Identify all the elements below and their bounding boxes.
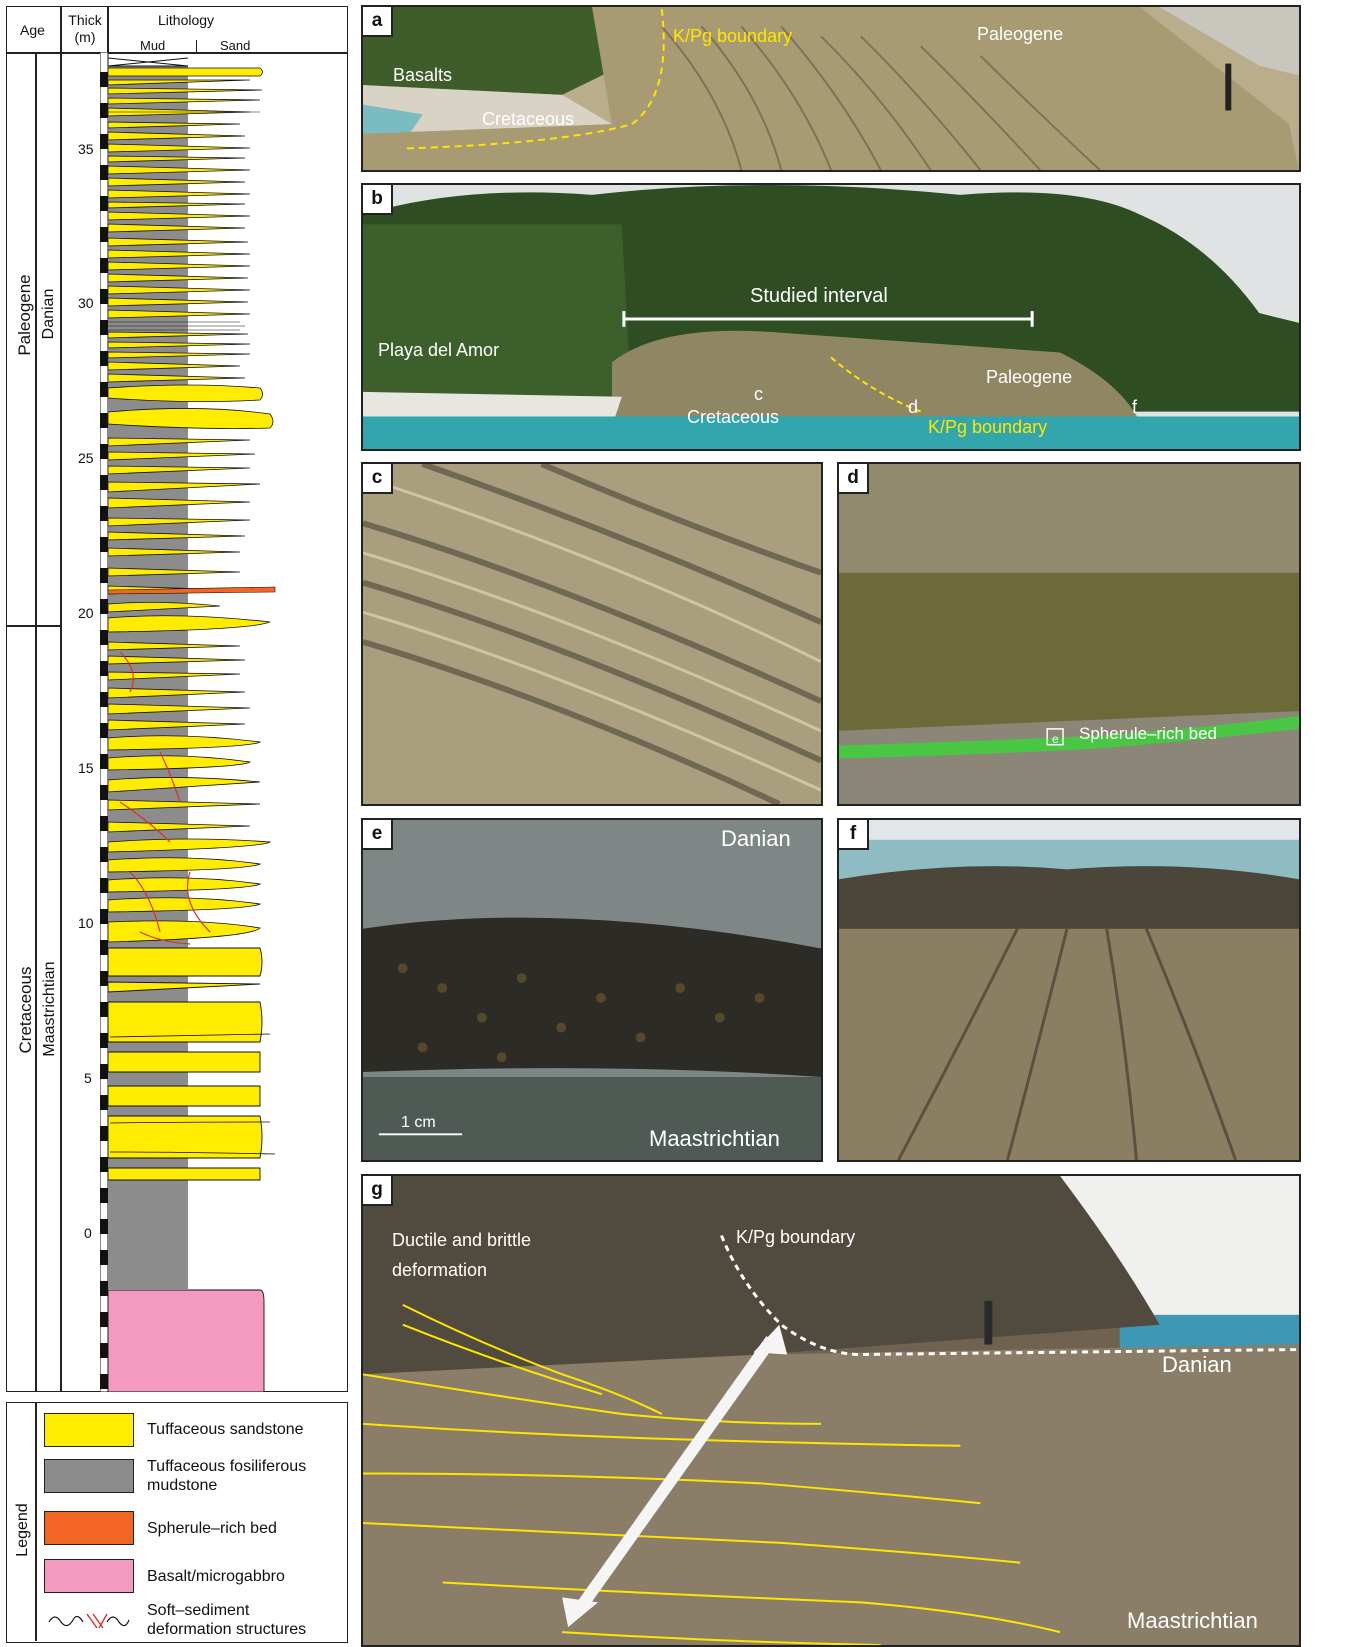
panel-g-ductile-line2: deformation (392, 1260, 488, 1280)
panel-a-basalts: Basalts (393, 65, 453, 85)
legend-box: Legend Tuffaceous sandstone Tuffaceous f… (6, 1402, 348, 1643)
legend-label-deformation: Soft–sediment deformation structures (147, 1602, 307, 1638)
panel-g-kpg: K/Pg boundary (736, 1227, 856, 1247)
basalt-log (107, 1289, 265, 1392)
panel-g-label: g (363, 1176, 393, 1206)
panel-c-photo (363, 464, 821, 804)
tick-15: 15 (78, 760, 94, 776)
panel-e: e Danian Maastrichtian 1 cm (361, 818, 823, 1162)
tick-0: 0 (84, 1225, 92, 1241)
mud-sand-divider (196, 40, 197, 52)
panel-a: a K/Pg boundary Paleogene Basalts Cretac… (361, 5, 1301, 172)
scale-bar (100, 52, 109, 1392)
panel-d-label: d (839, 464, 869, 494)
panel-g-ductile-line1: Ductile and brittle (392, 1230, 532, 1250)
panel-b: b Studied interval Playa del Amor Paleog… (361, 183, 1301, 451)
panel-g-photo (363, 1176, 1299, 1645)
spherule-bed-log (107, 586, 276, 595)
tick-30: 30 (78, 295, 94, 311)
panel-b-f: f (1132, 397, 1138, 417)
panel-b-paleogene: Paleogene (986, 367, 1073, 387)
tick-20: 20 (78, 605, 94, 621)
panel-g-maastrichtian: Maastrichtian (1127, 1608, 1258, 1633)
legend-title: Legend (14, 1503, 31, 1557)
panel-b-d: d (908, 397, 919, 417)
panel-f: f (837, 818, 1301, 1162)
panel-b-cretaceous: Cretaceous (687, 407, 780, 427)
stage-maastrichtian: Maastrichtian (41, 961, 58, 1057)
legend-swatch-spherule (44, 1511, 134, 1545)
panel-d-e: e (1052, 732, 1059, 746)
panel-a-photo (363, 7, 1299, 170)
header-divider (6, 52, 348, 54)
tick-25: 25 (78, 450, 94, 466)
age-boundary-line (6, 625, 61, 627)
panel-a-label: a (363, 7, 393, 37)
header-thick: Thick (m) (68, 12, 102, 45)
panel-e-danian: Danian (721, 826, 791, 851)
panel-b-kpg: K/Pg boundary (928, 417, 1048, 437)
legend-label-sandstone: Tuffaceous sandstone (147, 1421, 304, 1438)
panel-d: d e Spherule–rich bed (837, 462, 1301, 806)
panel-a-cretaceous: Cretaceous (482, 109, 575, 129)
legend-divider (35, 1403, 37, 1641)
lithology-log (100, 52, 276, 1392)
tick-5: 5 (84, 1070, 92, 1086)
panel-g-danian: Danian (1162, 1352, 1232, 1377)
panel-d-photo (839, 464, 1299, 804)
panel-g: g K/Pg boundary Ductile and brittle defo… (361, 1174, 1301, 1647)
legend-swatch-mudstone (44, 1459, 134, 1493)
thick-col-divider (107, 6, 109, 52)
legend-label-mudstone: Tuffaceous fosiliferous mudstone (147, 1458, 307, 1494)
header-lithology: Lithology (158, 12, 215, 28)
legend-swatch-sandstone (44, 1413, 134, 1447)
tick-10: 10 (78, 915, 94, 931)
panel-e-scale: 1 cm (401, 1114, 436, 1131)
panel-e-photo (363, 820, 821, 1160)
stage-danian: Danian (40, 288, 57, 340)
tick-35: 35 (78, 141, 94, 157)
legend-label-spherule: Spherule–rich bed (147, 1520, 277, 1537)
era-paleogene: Paleogene (15, 274, 34, 356)
panel-a-paleogene: Paleogene (977, 24, 1064, 44)
panel-c: c (361, 462, 823, 806)
panel-b-studied: Studied interval (750, 285, 888, 307)
era-cretaceous: Cretaceous (16, 966, 35, 1054)
panel-e-maastrichtian: Maastrichtian (649, 1126, 780, 1151)
legend-label-basalt: Basalt/microgabbro (147, 1568, 285, 1585)
header-mud: Mud (140, 38, 166, 53)
legend-swatch-basalt (44, 1559, 134, 1593)
stage-col-divider (35, 52, 37, 1392)
panel-e-label: e (363, 820, 393, 850)
soft-sediment-deformation-icon (48, 1613, 130, 1629)
panel-b-c: c (754, 384, 763, 404)
panel-d-spherule: Spherule–rich bed (1079, 724, 1217, 743)
panel-c-label: c (363, 464, 393, 494)
header-sand: Sand (220, 38, 251, 53)
panel-f-label: f (839, 820, 869, 850)
panel-b-label: b (363, 185, 393, 215)
panel-b-playa: Playa del Amor (378, 340, 500, 360)
panel-f-photo (839, 820, 1299, 1160)
panel-b-photo (363, 185, 1299, 449)
header-age: Age (20, 22, 45, 38)
panel-a-kpg: K/Pg boundary (673, 26, 793, 46)
age-col-divider (60, 6, 62, 1392)
